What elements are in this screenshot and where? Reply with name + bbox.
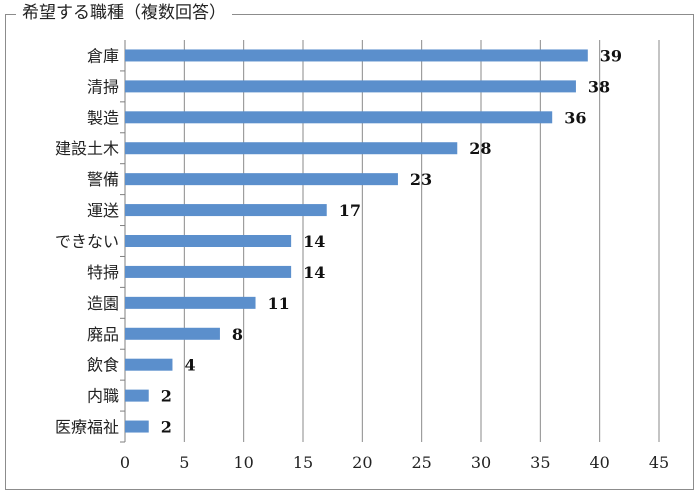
bar — [125, 235, 292, 247]
category-label: 飲食 — [87, 356, 119, 375]
bar — [125, 204, 327, 217]
data-label: 38 — [588, 77, 610, 96]
category-label: 製造 — [87, 108, 119, 127]
chart-frame — [5, 14, 694, 490]
data-label: 11 — [268, 294, 290, 313]
category-label: 運送 — [87, 201, 119, 220]
chart-title: 希望する職種（複数回答） — [16, 2, 232, 24]
x-axis-ticks: 0 5 10 15 20 25 30 35 40 45 — [120, 453, 669, 472]
bar — [125, 265, 292, 278]
x-tick-label: 35 — [530, 453, 550, 472]
x-tick-label: 10 — [233, 453, 253, 472]
bars — [125, 49, 588, 433]
category-label: 内職 — [87, 387, 119, 406]
x-tick-label: 30 — [471, 453, 491, 472]
category-label: 倉庫 — [87, 46, 119, 65]
data-label: 23 — [410, 170, 432, 189]
data-label: 36 — [564, 108, 586, 127]
category-label: 建設土木 — [55, 139, 119, 158]
bar — [125, 142, 458, 155]
x-tick-label: 20 — [352, 453, 372, 472]
x-tick-label: 45 — [649, 453, 669, 472]
bar — [125, 173, 398, 186]
category-label: 特掃 — [87, 263, 119, 282]
data-label: 4 — [184, 356, 195, 375]
x-tick-label: 0 — [120, 453, 130, 472]
bar — [125, 420, 149, 433]
bar — [125, 80, 576, 93]
data-label: 39 — [600, 46, 622, 65]
bar — [125, 327, 220, 340]
x-tick-label: 25 — [411, 453, 431, 472]
category-label: 廃品 — [87, 325, 119, 344]
category-label: できない — [55, 232, 119, 251]
data-label: 2 — [161, 418, 172, 437]
data-label: 28 — [469, 139, 491, 158]
x-tick-label: 15 — [293, 453, 313, 472]
x-tick-label: 40 — [589, 453, 609, 472]
data-label: 14 — [303, 263, 325, 282]
category-label: 警備 — [87, 170, 119, 189]
category-label: 医療福祉 — [55, 418, 119, 437]
bar — [125, 389, 149, 402]
bar — [125, 358, 173, 371]
bar — [125, 111, 553, 124]
data-label: 14 — [303, 232, 325, 251]
x-tick-label: 5 — [179, 453, 189, 472]
bar — [125, 49, 588, 62]
category-label: 清掃 — [87, 77, 119, 96]
data-label: 8 — [232, 325, 243, 344]
bar — [125, 296, 256, 309]
data-label: 2 — [161, 387, 172, 406]
category-label: 造園 — [87, 294, 119, 313]
data-label: 17 — [339, 201, 361, 220]
